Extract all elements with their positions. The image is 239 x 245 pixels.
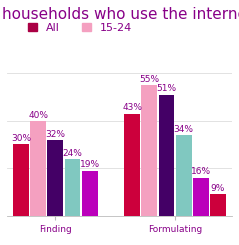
Bar <box>48 140 63 216</box>
Text: 34%: 34% <box>174 125 194 134</box>
Text: 43%: 43% <box>122 103 142 112</box>
Bar <box>82 171 98 216</box>
Text: 19%: 19% <box>80 160 100 169</box>
Bar <box>193 178 209 216</box>
Bar <box>65 159 81 216</box>
Text: 9%: 9% <box>211 184 225 193</box>
Text: 40%: 40% <box>28 110 48 120</box>
Bar <box>210 194 226 216</box>
Text: 55%: 55% <box>139 75 159 84</box>
Bar <box>141 85 157 216</box>
Legend: All, 15-24: All, 15-24 <box>24 18 137 37</box>
Text: 51%: 51% <box>157 85 177 94</box>
Bar <box>176 135 191 216</box>
Bar <box>124 114 140 216</box>
Text: households who use the internet: households who use the internet <box>2 7 239 22</box>
Bar <box>13 145 29 216</box>
Text: 30%: 30% <box>11 134 31 143</box>
Text: 24%: 24% <box>63 148 82 158</box>
Bar <box>158 95 174 216</box>
Text: 32%: 32% <box>45 130 65 138</box>
Text: 16%: 16% <box>191 168 211 176</box>
Bar <box>30 121 46 216</box>
